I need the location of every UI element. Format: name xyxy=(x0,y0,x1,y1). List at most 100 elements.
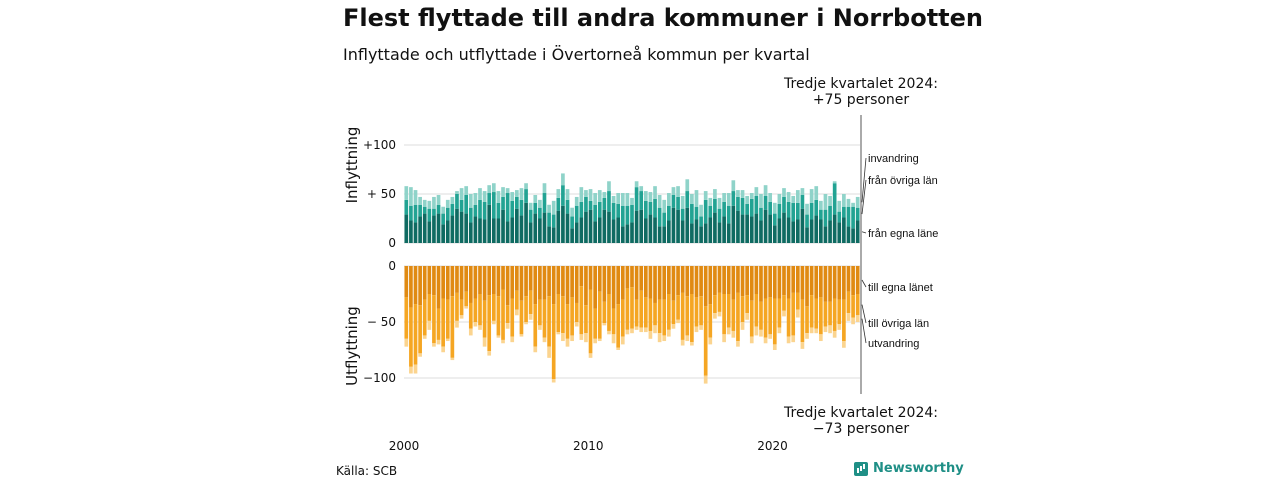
series-label: till övriga län xyxy=(868,318,929,330)
bar-segment xyxy=(630,204,634,223)
bar-segment xyxy=(832,214,837,243)
bar-segment xyxy=(602,192,607,198)
bar-segment xyxy=(519,188,524,200)
bar-segment xyxy=(625,329,630,335)
bar-segment xyxy=(565,213,570,243)
bar-segment xyxy=(657,299,662,334)
bar-segment xyxy=(690,342,694,346)
bar-segment xyxy=(533,266,538,305)
bar-segment xyxy=(703,306,708,376)
bar-segment xyxy=(754,213,759,243)
bar-segment xyxy=(478,325,482,330)
bar-segment xyxy=(616,203,621,218)
y-tick-label: +100 xyxy=(363,138,396,152)
bar-segment xyxy=(855,294,860,316)
bar-segment xyxy=(593,266,597,309)
bar-segment xyxy=(846,206,851,227)
bar-segment xyxy=(570,297,574,336)
bar-segment xyxy=(515,309,519,316)
bar-segment xyxy=(427,200,432,209)
bar-segment xyxy=(455,292,459,321)
series-label: invandring xyxy=(868,153,919,165)
bar-segment xyxy=(404,186,409,200)
bar-segment xyxy=(505,266,510,306)
bar-segment xyxy=(570,335,574,342)
bar-segment xyxy=(708,205,713,218)
bar-segment xyxy=(482,337,487,347)
bar-segment xyxy=(422,266,427,300)
bar-segment xyxy=(510,266,515,299)
bar-segment xyxy=(542,183,547,194)
bar-segment xyxy=(611,202,616,220)
bar-segment xyxy=(538,325,542,330)
bar-segment xyxy=(643,191,648,201)
brand-logo: Newsworthy xyxy=(854,461,964,476)
bar-segment xyxy=(731,266,736,300)
bar-segment xyxy=(542,337,547,343)
bar-segment xyxy=(413,190,418,205)
bar-segment xyxy=(404,266,409,298)
bar-segment xyxy=(643,200,648,219)
annotation-top-line2: +75 personer xyxy=(812,92,910,108)
bar-segment xyxy=(556,266,561,294)
bar-segment xyxy=(611,195,616,203)
bar-segment xyxy=(607,181,611,192)
bar-segment xyxy=(703,199,708,224)
bar-segment xyxy=(528,314,533,320)
bar-segment xyxy=(791,195,796,203)
bar-segment xyxy=(556,210,561,243)
bar-segment xyxy=(413,222,418,243)
bar-segment xyxy=(538,218,542,243)
bar-segment xyxy=(777,203,782,219)
bar-segment xyxy=(620,226,625,243)
bar-segment xyxy=(588,200,593,210)
bar-segment xyxy=(524,183,528,190)
bar-segment xyxy=(524,296,528,322)
bar-segment xyxy=(533,346,538,353)
bar-segment xyxy=(726,266,731,294)
bar-segment xyxy=(653,325,657,334)
bar-segment xyxy=(422,335,427,339)
bar-segment xyxy=(574,322,579,327)
bar-segment xyxy=(791,292,796,336)
bar-segment xyxy=(795,292,800,310)
bar-segment xyxy=(782,266,786,296)
bar-segment xyxy=(671,266,676,301)
bar-segment xyxy=(510,200,515,218)
bar-segment xyxy=(819,219,823,243)
bar-segment xyxy=(528,209,533,223)
bar-segment xyxy=(763,266,768,299)
bar-segment xyxy=(805,333,809,339)
bar-segment xyxy=(441,346,445,353)
bar-segment xyxy=(846,226,851,243)
bar-segment xyxy=(772,225,777,243)
bar-segment xyxy=(708,217,713,243)
bar-segment xyxy=(694,326,699,333)
bar-segment xyxy=(510,217,515,243)
bar-segment xyxy=(584,211,588,243)
bar-segment xyxy=(634,299,639,327)
bar-segment xyxy=(680,266,685,293)
bar-segment xyxy=(800,208,805,243)
bar-segment xyxy=(597,266,602,292)
bar-segment xyxy=(699,296,703,326)
bar-segment xyxy=(703,375,708,384)
bar-segment xyxy=(464,213,469,243)
bar-segment xyxy=(620,266,625,300)
bar-segment xyxy=(791,266,796,293)
bar-segment xyxy=(593,221,597,243)
bar-segment xyxy=(768,193,773,202)
bar-segment xyxy=(570,228,574,243)
bar-segment xyxy=(515,208,519,243)
bar-segment xyxy=(814,215,819,243)
bar-segment xyxy=(464,306,469,309)
bar-segment xyxy=(464,186,469,195)
bar-segment xyxy=(823,266,828,302)
bar-segment xyxy=(432,208,436,216)
bar-segment xyxy=(570,266,574,298)
bar-segment xyxy=(409,187,413,206)
bar-segment xyxy=(404,297,409,339)
bar-segment xyxy=(680,195,685,209)
bar-segment xyxy=(846,198,851,207)
bar-segment xyxy=(597,190,602,202)
